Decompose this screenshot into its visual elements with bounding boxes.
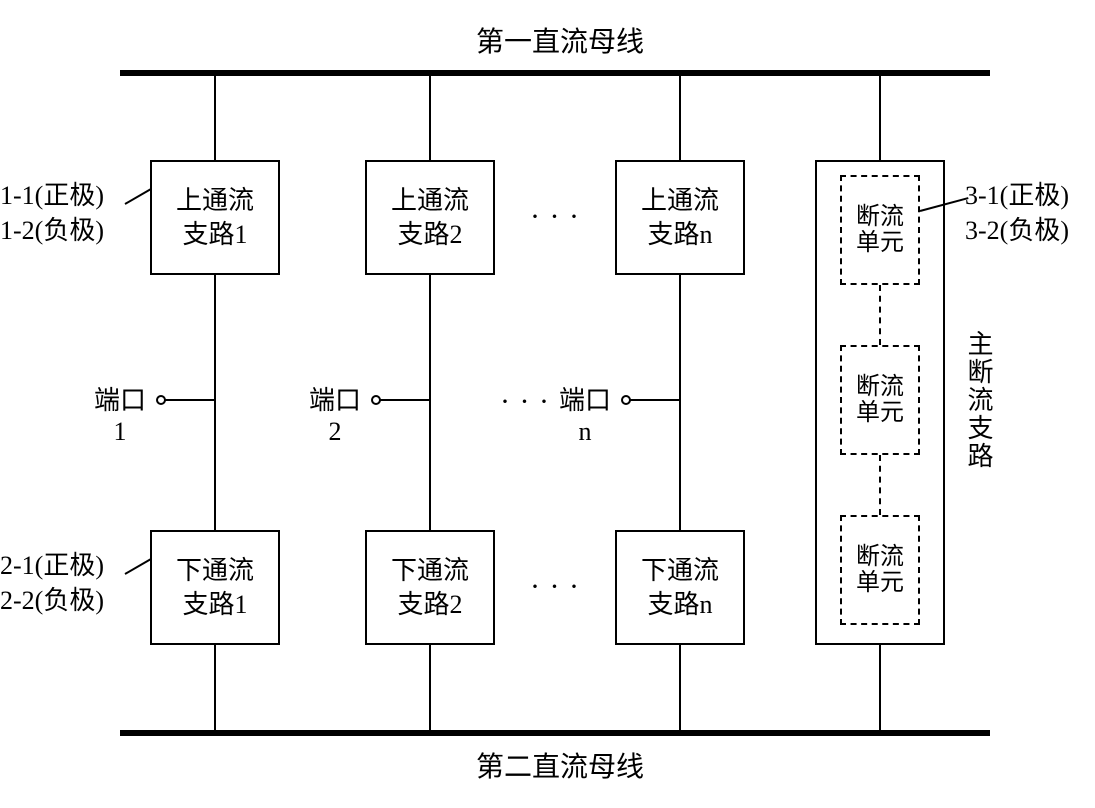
top-bus-label: 第一直流母线 [450,20,670,60]
portn-circle [621,395,631,405]
port1-stub [165,399,215,401]
bottom-bus-label: 第二直流母线 [450,745,670,785]
lower-branch-n: 下通流 支路n [615,530,745,645]
main-wire-top [879,76,881,160]
break-unit-3-text: 断流 单元 [856,544,904,597]
lower-branch-2-text: 下通流 支路2 [391,554,469,622]
port2-stub [380,399,430,401]
lower-branch-1: 下通流 支路1 [150,530,280,645]
port1-label: 端口 1 [85,385,155,447]
ellipsis-port: · · · [500,385,550,419]
lower-branch-n-text: 下通流 支路n [641,554,719,622]
unit-dash-12 [879,285,881,345]
ellipsis-upper: · · · [530,200,580,234]
col1-wire-mid [214,275,216,530]
unit-dash-23 [879,455,881,515]
break-unit-2-text: 断流 单元 [856,374,904,427]
label-2-2: 2-2(负极) [0,580,140,617]
main-break-label: 主断流支路 [960,330,997,470]
label-2-1: 2-1(正极) [0,545,140,582]
upper-branch-1-text: 上通流 支路1 [176,184,254,252]
upper-branch-1: 上通流 支路1 [150,160,280,275]
ellipsis-lower: · · · [530,570,580,604]
bottom-bus [120,730,990,736]
portn-stub [630,399,680,401]
coln-wire-top [679,76,681,160]
port1-circle [156,395,166,405]
coln-wire-mid [679,275,681,530]
break-unit-2: 断流 单元 [840,345,920,455]
upper-branch-n: 上通流 支路n [615,160,745,275]
lower-branch-2: 下通流 支路2 [365,530,495,645]
lower-branch-1-text: 下通流 支路1 [176,554,254,622]
main-wire-bot [879,645,881,730]
break-unit-1-text: 断流 单元 [856,204,904,257]
diagram-canvas: 第一直流母线 第二直流母线 上通流 支路1 下通流 支路1 端口 1 上通流 支… [0,0,1095,808]
col2-wire-mid [429,275,431,530]
upper-branch-2: 上通流 支路2 [365,160,495,275]
upper-branch-2-text: 上通流 支路2 [391,184,469,252]
upper-branch-n-text: 上通流 支路n [641,184,719,252]
top-bus [120,70,990,76]
col1-wire-bot [214,645,216,730]
col2-wire-bot [429,645,431,730]
label-1-2: 1-2(负极) [0,210,140,247]
label-1-1: 1-1(正极) [0,175,140,212]
col1-wire-top [214,76,216,160]
label-3-2: 3-2(负极) [965,210,1069,247]
port2-label: 端口 2 [300,385,370,447]
label-3-1: 3-1(正极) [965,175,1069,212]
col2-wire-top [429,76,431,160]
break-unit-1: 断流 单元 [840,175,920,285]
portn-label: 端口 n [550,385,620,447]
break-unit-3: 断流 单元 [840,515,920,625]
port2-circle [371,395,381,405]
coln-wire-bot [679,645,681,730]
